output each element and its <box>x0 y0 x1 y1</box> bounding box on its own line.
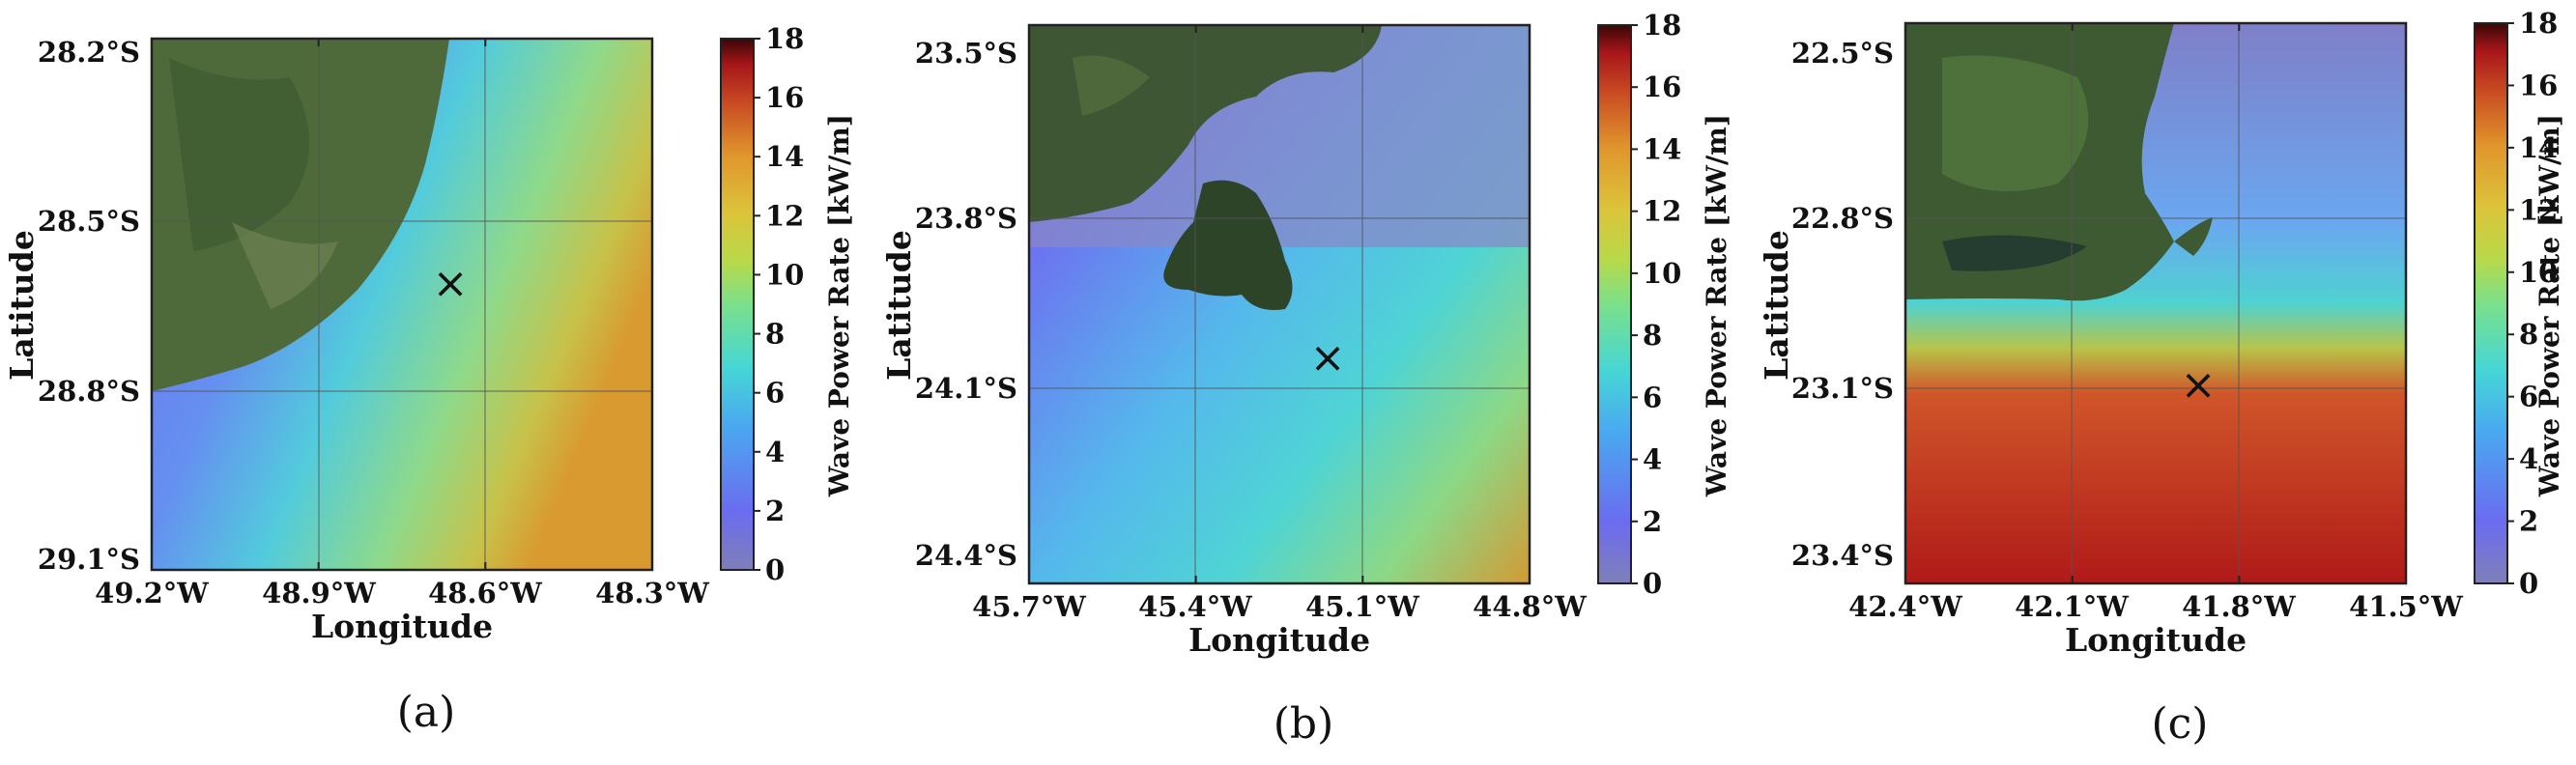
y-tick-label: 28.5°S <box>38 205 140 238</box>
colorbar-tick-label: 10 <box>1643 257 1681 290</box>
y-tick-label: 28.2°S <box>38 36 140 69</box>
x-tick-label: 41.5°W <box>2349 590 2463 623</box>
location-marker: × <box>1310 333 1346 382</box>
colorbar-tick-label: 14 <box>765 140 804 173</box>
caption-a: (a) <box>397 688 456 737</box>
colorbar-tick-label: 12 <box>765 199 804 232</box>
y-tick-label: 22.5°S <box>1791 37 1894 70</box>
colorbar <box>1597 24 1632 584</box>
colorbar-ticks: 0 2 4 6 8 10 12 14 16 18 <box>754 22 804 586</box>
y-tick-label: 28.8°S <box>38 375 140 408</box>
panel-a: 49.2°W 48.9°W 48.6°W 48.3°W 28.2°S 28.5°… <box>3 22 855 737</box>
x-axis-label: Longitude <box>2065 621 2247 659</box>
colorbar <box>720 38 755 571</box>
tick-marks <box>1028 25 1531 583</box>
colorbar-tick-label: 16 <box>2519 69 2558 101</box>
x-tick-label: 45.7°W <box>972 590 1086 623</box>
colorbar-tick-label: 18 <box>765 22 804 55</box>
colorbar-ticks: 0 2 4 6 8 10 12 14 16 18 <box>2507 7 2558 600</box>
lagoon <box>1942 235 2087 271</box>
y-tick-label: 23.5°S <box>915 37 1017 70</box>
colorbar-tick-label: 18 <box>2519 7 2558 40</box>
colorbar-tick-label: 2 <box>2519 505 2538 538</box>
colorbar-tick-label: 8 <box>765 318 785 351</box>
colorbar-tick-label: 6 <box>1643 381 1662 413</box>
colorbar-tick-label: 2 <box>765 495 785 527</box>
colorbar-label: Wave Power Rate [kW/m] <box>823 114 855 497</box>
plot-frame <box>1903 21 2408 585</box>
y-tick-label: 23.1°S <box>1791 372 1894 405</box>
y-axis-label: Latitude <box>3 230 41 381</box>
plot-frame <box>1027 23 1531 585</box>
caption-c: (c) <box>2152 699 2209 749</box>
x-axis-label: Longitude <box>311 608 493 645</box>
y-tick-label: 24.1°S <box>915 372 1017 405</box>
colorbar-tick-label: 4 <box>765 436 785 468</box>
colorbar-label: Wave Power Rate [kW/m] <box>1701 114 1732 497</box>
x-tick-label: 48.3°W <box>595 577 709 609</box>
colorbar <box>2474 22 2508 584</box>
plot-frame <box>150 37 654 572</box>
island <box>1163 180 1293 310</box>
colorbar-tick-label: 18 <box>1643 9 1681 42</box>
colorbar-tick-label: 8 <box>1643 319 1662 352</box>
location-marker: × <box>2181 360 2217 410</box>
y-tick-label: 24.4°S <box>915 539 1017 572</box>
y-axis-label: Latitude <box>1758 230 1795 381</box>
colorbar-tick-label: 12 <box>2519 193 2558 226</box>
tick-marks <box>151 39 653 570</box>
y-tick-label: 23.8°S <box>915 202 1017 235</box>
x-tick-label: 44.8°W <box>1473 590 1587 623</box>
colorbar-tick-label: 10 <box>2519 256 2558 289</box>
x-tick-label: 48.9°W <box>262 577 376 609</box>
colorbar-tick-label: 6 <box>765 377 785 410</box>
colorbar-tick-label: 10 <box>765 258 804 291</box>
x-tick-label: 42.4°W <box>1848 590 1962 623</box>
colorbar-tick-label: 14 <box>2519 131 2558 164</box>
colorbar-tick-label: 0 <box>1643 567 1662 600</box>
x-axis-label: Longitude <box>1188 621 1370 659</box>
colorbar-ticks: 0 2 4 6 8 10 12 14 16 18 <box>1631 9 1681 600</box>
colorbar-tick-label: 6 <box>2519 381 2538 413</box>
colorbar-tick-label: 12 <box>1643 195 1681 228</box>
panel-b: 45.7°W 45.4°W 45.1°W 44.8°W 23.5°S 23.8°… <box>880 9 1732 749</box>
colorbar-tick-label: 16 <box>1643 71 1681 103</box>
colorbar-tick-label: 4 <box>2519 442 2538 475</box>
colorbar-tick-label: 16 <box>765 81 804 114</box>
y-axis-label: Latitude <box>880 230 918 381</box>
y-tick-label: 23.4°S <box>1791 539 1894 572</box>
colorbar-tick-label: 0 <box>2519 567 2538 600</box>
location-marker: × <box>433 259 469 308</box>
y-tick-label: 22.8°S <box>1791 202 1894 235</box>
x-tick-label: 41.8°W <box>2182 590 2296 623</box>
colorbar-tick-label: 2 <box>1643 505 1662 538</box>
x-tick-label: 45.1°W <box>1305 590 1419 623</box>
colorbar-label: Wave Power Rate [kW/m] <box>2533 114 2565 497</box>
x-tick-label: 49.2°W <box>95 577 209 609</box>
colorbar-tick-label: 8 <box>2519 318 2538 351</box>
x-tick-label: 48.6°W <box>428 577 542 609</box>
x-tick-label: 45.4°W <box>1138 590 1252 623</box>
colorbar-tick-label: 4 <box>1643 443 1662 476</box>
x-tick-label: 42.1°W <box>2015 590 2129 623</box>
tick-marks <box>1904 23 2407 583</box>
y-tick-label: 29.1°S <box>38 543 140 576</box>
colorbar-tick-label: 14 <box>1643 132 1681 165</box>
colorbar-tick-label: 0 <box>765 553 785 586</box>
panel-c: 42.4°W 42.1°W 41.8°W 41.5°W 22.5°S 22.8°… <box>1758 7 2565 749</box>
caption-b: (b) <box>1274 699 1334 749</box>
